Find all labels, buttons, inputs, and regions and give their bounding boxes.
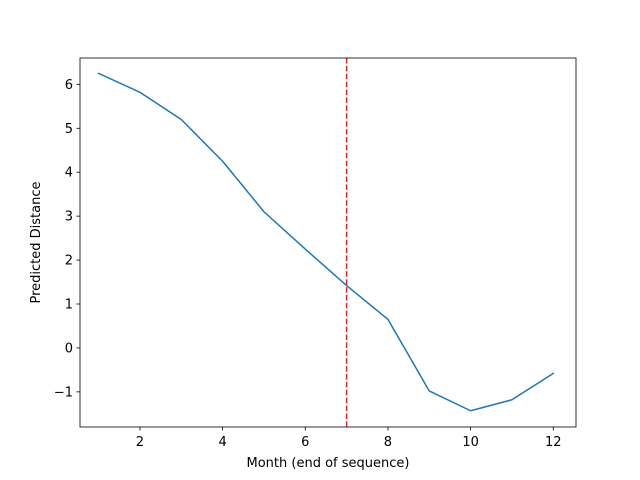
y-tick-label: 0 [65,341,73,356]
y-tick-label: 3 [65,210,73,225]
x-tick-label: 4 [218,435,226,450]
y-tick-label: 6 [65,78,73,93]
x-tick-label: 6 [301,435,309,450]
x-tick-label: 8 [384,435,392,450]
plot-area [80,58,576,427]
y-tick-label: −1 [54,385,73,400]
x-axis-label: Month (end of sequence) [247,456,410,471]
y-tick-label: 5 [65,122,73,137]
chart-marks [97,58,555,427]
x-tick-label: 10 [462,435,479,450]
series-line-0 [97,72,555,412]
y-tick-label: 4 [65,166,73,181]
y-tick-label: 1 [65,298,73,313]
y-tick-label: 2 [65,254,73,269]
y-axis-label: Predicted Distance [29,181,44,303]
y-axis-ticks: −1 0 1 2 3 4 5 6 [54,78,80,400]
axes-frame [79,57,577,428]
x-axis-ticks: 2 4 6 8 10 12 [136,427,562,450]
x-tick-label: 2 [136,435,144,450]
x-tick-label: 12 [545,435,562,450]
